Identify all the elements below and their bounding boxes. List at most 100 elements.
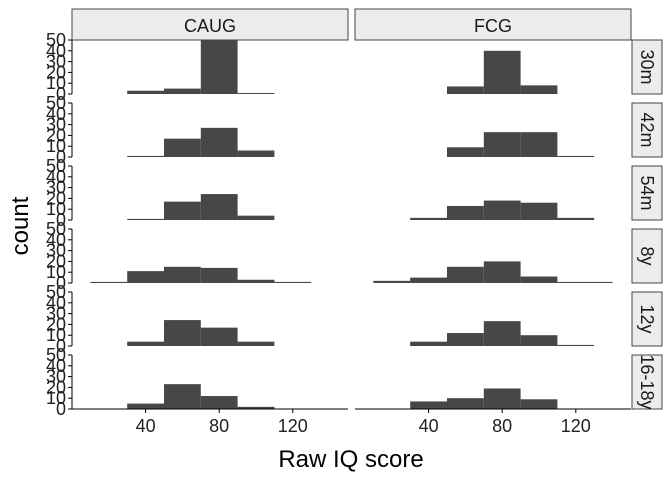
y-tick-label: 10 xyxy=(46,325,66,345)
x-tick-label: 120 xyxy=(561,416,591,436)
histogram-bar xyxy=(200,194,238,220)
histogram-bar xyxy=(127,271,164,283)
histogram-bar xyxy=(237,279,275,283)
histogram-bar xyxy=(200,396,238,409)
y-tick-label: 30 xyxy=(46,178,66,198)
column-strip-fcg xyxy=(354,8,632,41)
x-tick-label: 80 xyxy=(209,416,229,436)
x-tick-label: 120 xyxy=(278,416,308,436)
y-tick-label: 50 xyxy=(46,30,66,50)
row-strip-8y xyxy=(631,228,663,284)
histogram-bar xyxy=(164,266,201,283)
column-strip-label-caug: CAUG xyxy=(184,16,236,36)
histogram-bar xyxy=(520,399,558,409)
histogram-bar xyxy=(164,138,201,157)
y-tick-label: 40 xyxy=(46,104,66,124)
histogram-bar xyxy=(127,403,164,409)
histogram-bar xyxy=(200,40,238,94)
histogram-bar xyxy=(237,215,275,220)
histogram-bar xyxy=(447,205,484,220)
histogram-bar xyxy=(274,281,312,283)
y-tick-label: 40 xyxy=(46,230,66,250)
y-tick-label: 30 xyxy=(46,115,66,135)
row-strip-label-54m: 54m xyxy=(637,175,657,210)
histogram-bar xyxy=(483,261,521,283)
y-tick-label: 40 xyxy=(46,293,66,313)
y-tick-label: 20 xyxy=(46,188,66,208)
histogram-bar xyxy=(90,281,128,283)
y-tick-label: 40 xyxy=(46,167,66,187)
histogram-bar xyxy=(200,127,238,157)
histogram-bar xyxy=(520,85,558,94)
histogram-bar xyxy=(164,384,201,409)
x-tick-label: 40 xyxy=(419,416,439,436)
row-strip-30m xyxy=(631,39,663,95)
y-tick-label: 10 xyxy=(46,262,66,282)
y-tick-label: 0 xyxy=(56,147,66,167)
y-tick-label: 50 xyxy=(46,219,66,239)
histogram-bar xyxy=(237,341,275,346)
y-tick-label: 50 xyxy=(46,282,66,302)
row-strip-42m xyxy=(631,102,663,158)
column-strip-label-fcg: FCG xyxy=(474,16,512,36)
histogram-bar xyxy=(373,280,411,283)
y-tick-label: 50 xyxy=(46,345,66,365)
histogram-bar xyxy=(483,388,521,409)
histogram-bar xyxy=(237,150,275,157)
histogram-bar xyxy=(164,320,201,346)
histogram-bar xyxy=(237,93,275,94)
histogram-bar xyxy=(164,88,201,94)
y-tick-label: 0 xyxy=(56,336,66,356)
histogram-bar xyxy=(557,155,595,157)
histogram-bar xyxy=(483,50,521,94)
row-strip-label-42m: 42m xyxy=(637,112,657,147)
histogram-bar xyxy=(483,321,521,346)
row-strip-label-16-18y: 16-18y xyxy=(637,354,657,409)
histogram-bar xyxy=(237,406,275,409)
histogram-bar xyxy=(447,398,484,409)
y-tick-label: 30 xyxy=(46,52,66,72)
histogram-bar xyxy=(557,281,613,283)
y-tick-label: 10 xyxy=(46,388,66,408)
y-tick-label: 20 xyxy=(46,62,66,82)
histogram-bar xyxy=(127,341,164,346)
y-tick-label: 0 xyxy=(56,399,66,419)
y-tick-label: 0 xyxy=(56,84,66,104)
x-tick-label: 40 xyxy=(136,416,156,436)
y-tick-label: 30 xyxy=(46,241,66,261)
histogram-bar xyxy=(127,218,164,220)
y-tick-label: 10 xyxy=(46,136,66,156)
y-tick-label: 20 xyxy=(46,314,66,334)
histogram-bar xyxy=(410,277,447,283)
histogram-bar xyxy=(520,335,558,346)
histogram-bar xyxy=(557,217,595,220)
row-strip-label-12y: 12y xyxy=(637,304,657,333)
histogram-bar xyxy=(164,201,201,220)
row-strip-16-18y xyxy=(631,354,663,410)
histogram-bar xyxy=(447,147,484,157)
y-tick-label: 50 xyxy=(46,156,66,176)
histogram-bar xyxy=(447,86,484,94)
histogram-bar xyxy=(483,200,521,220)
y-tick-label: 40 xyxy=(46,41,66,61)
x-tick-label: 80 xyxy=(492,416,512,436)
histogram-bar xyxy=(520,132,558,157)
y-tick-label: 0 xyxy=(56,273,66,293)
y-tick-label: 10 xyxy=(46,73,66,93)
histogram-bar xyxy=(520,202,558,220)
histogram-bar xyxy=(200,327,238,346)
y-tick-label: 10 xyxy=(46,199,66,219)
histogram-bar xyxy=(410,217,447,220)
row-strip-12y xyxy=(631,291,663,347)
histogram-bar xyxy=(483,132,521,157)
histogram-bar xyxy=(200,267,238,283)
y-tick-label: 30 xyxy=(46,304,66,324)
column-strip-caug xyxy=(71,8,349,41)
histogram-bar xyxy=(520,276,558,283)
y-axis-title: count xyxy=(7,196,34,255)
histogram-bar xyxy=(127,90,164,94)
y-tick-label: 20 xyxy=(46,125,66,145)
y-tick-label: 0 xyxy=(56,210,66,230)
histogram-bar xyxy=(447,333,484,346)
